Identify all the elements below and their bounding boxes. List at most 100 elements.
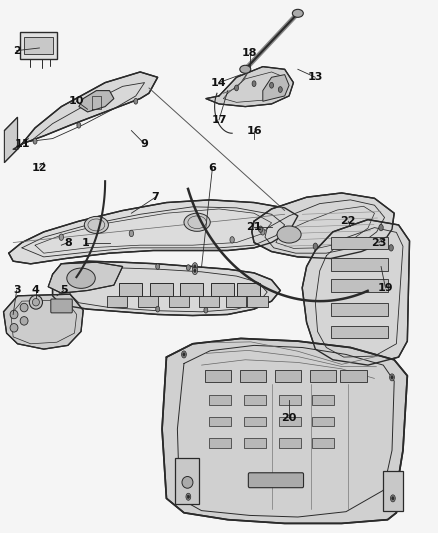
Ellipse shape	[277, 226, 301, 243]
FancyBboxPatch shape	[247, 296, 268, 307]
FancyBboxPatch shape	[209, 395, 231, 405]
FancyBboxPatch shape	[244, 417, 266, 426]
FancyBboxPatch shape	[209, 417, 231, 426]
Ellipse shape	[129, 230, 134, 237]
Ellipse shape	[313, 243, 318, 249]
Text: 5: 5	[60, 286, 67, 295]
Ellipse shape	[379, 224, 383, 231]
Text: 10: 10	[69, 96, 85, 106]
Text: 22: 22	[340, 216, 356, 226]
FancyBboxPatch shape	[107, 296, 127, 307]
FancyBboxPatch shape	[331, 258, 388, 271]
Text: 9: 9	[141, 139, 148, 149]
FancyBboxPatch shape	[209, 438, 231, 448]
FancyBboxPatch shape	[211, 283, 234, 296]
Ellipse shape	[156, 264, 159, 269]
Text: 2: 2	[13, 46, 21, 55]
FancyBboxPatch shape	[205, 370, 231, 382]
FancyBboxPatch shape	[248, 473, 304, 488]
Ellipse shape	[230, 237, 234, 243]
FancyBboxPatch shape	[331, 279, 388, 292]
Polygon shape	[4, 294, 83, 349]
FancyBboxPatch shape	[119, 283, 142, 296]
Text: 14: 14	[211, 78, 227, 87]
Ellipse shape	[240, 66, 251, 74]
FancyBboxPatch shape	[20, 32, 57, 59]
FancyBboxPatch shape	[150, 283, 173, 296]
Polygon shape	[302, 220, 410, 365]
Ellipse shape	[67, 268, 95, 288]
Text: 13: 13	[307, 72, 323, 82]
Polygon shape	[252, 193, 394, 259]
FancyBboxPatch shape	[331, 237, 388, 249]
FancyBboxPatch shape	[237, 283, 260, 296]
FancyBboxPatch shape	[175, 458, 199, 504]
FancyBboxPatch shape	[244, 438, 266, 448]
Ellipse shape	[134, 99, 138, 104]
Ellipse shape	[10, 310, 18, 319]
FancyBboxPatch shape	[226, 296, 246, 307]
Text: 1: 1	[81, 238, 89, 247]
Ellipse shape	[183, 353, 185, 356]
Ellipse shape	[187, 265, 191, 270]
FancyBboxPatch shape	[331, 303, 388, 316]
Ellipse shape	[204, 308, 208, 313]
Ellipse shape	[235, 85, 238, 91]
Text: 12: 12	[32, 163, 47, 173]
Text: 6: 6	[208, 163, 216, 173]
Text: 21: 21	[246, 222, 262, 231]
Ellipse shape	[391, 495, 396, 502]
FancyBboxPatch shape	[275, 370, 301, 382]
Polygon shape	[263, 75, 289, 101]
Text: 16: 16	[246, 126, 262, 135]
Ellipse shape	[10, 324, 18, 332]
FancyBboxPatch shape	[312, 395, 334, 405]
FancyBboxPatch shape	[331, 326, 388, 338]
Ellipse shape	[391, 376, 393, 379]
Ellipse shape	[269, 83, 273, 88]
FancyBboxPatch shape	[310, 370, 336, 382]
Ellipse shape	[84, 216, 109, 233]
Polygon shape	[48, 262, 123, 293]
Polygon shape	[206, 67, 293, 107]
Polygon shape	[9, 200, 298, 264]
Ellipse shape	[33, 139, 37, 144]
Ellipse shape	[261, 229, 265, 235]
Ellipse shape	[182, 477, 193, 488]
Text: 8: 8	[64, 238, 72, 247]
Text: 11: 11	[15, 139, 31, 149]
FancyBboxPatch shape	[279, 417, 301, 426]
FancyBboxPatch shape	[279, 438, 301, 448]
Ellipse shape	[390, 374, 394, 381]
FancyBboxPatch shape	[279, 395, 301, 405]
FancyBboxPatch shape	[199, 296, 219, 307]
Text: 20: 20	[281, 414, 297, 423]
Ellipse shape	[392, 497, 394, 500]
Text: 19: 19	[378, 283, 393, 293]
FancyBboxPatch shape	[312, 438, 334, 448]
Text: 18: 18	[242, 49, 258, 58]
Ellipse shape	[258, 226, 263, 232]
Ellipse shape	[184, 213, 210, 231]
Text: 4: 4	[32, 286, 40, 295]
Text: 23: 23	[371, 238, 387, 247]
FancyBboxPatch shape	[240, 370, 266, 382]
Text: 3: 3	[13, 286, 21, 295]
Polygon shape	[79, 91, 114, 112]
Ellipse shape	[20, 317, 28, 325]
Ellipse shape	[156, 306, 159, 312]
Ellipse shape	[279, 87, 282, 92]
Ellipse shape	[32, 298, 39, 306]
Ellipse shape	[192, 267, 198, 274]
Ellipse shape	[181, 351, 186, 358]
FancyBboxPatch shape	[340, 370, 367, 382]
Ellipse shape	[187, 495, 189, 498]
Ellipse shape	[77, 123, 81, 128]
Ellipse shape	[389, 245, 393, 251]
FancyBboxPatch shape	[383, 471, 403, 511]
FancyBboxPatch shape	[169, 296, 189, 307]
Ellipse shape	[20, 303, 28, 312]
FancyBboxPatch shape	[24, 37, 53, 54]
Text: 7: 7	[152, 192, 159, 202]
Text: 17: 17	[211, 115, 227, 125]
